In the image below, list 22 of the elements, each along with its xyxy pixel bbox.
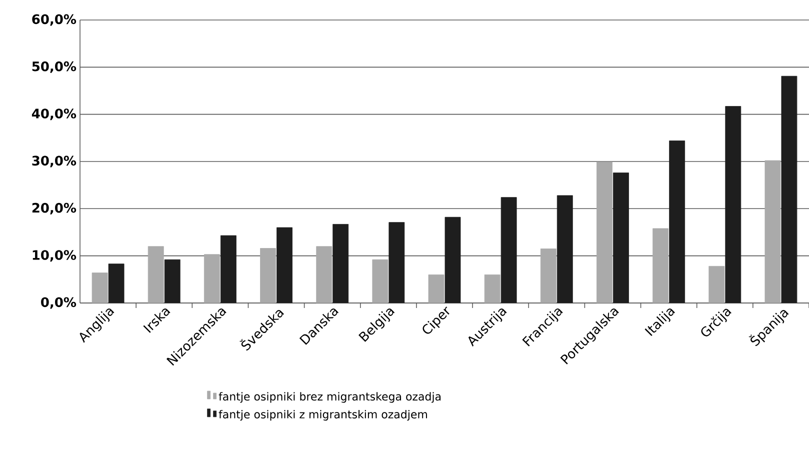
bar [484,274,500,303]
y-tick-label: 0,0% [41,297,76,309]
bar [428,274,444,303]
y-tick-label: 40,0% [32,108,76,120]
bar [92,272,108,303]
bar [652,228,669,303]
y-tick-label: 20,0% [32,202,76,214]
y-tick-label: 30,0% [32,156,76,168]
bar [204,254,220,303]
bar [540,248,556,303]
bar [708,266,725,303]
y-tick-label: 10,0% [32,250,76,262]
bar [316,246,332,303]
legend-label: fantje osipniki z migrantskim ozadjem [218,410,427,421]
bar [372,259,388,303]
y-tick-label: 50,0% [32,61,76,73]
bar [764,160,781,303]
bar [260,248,276,303]
legend-label: fantje osipniki brez migrantskega ozadja [218,392,441,403]
y-tick-label: 60,0% [32,14,76,26]
bar [148,246,164,303]
bar [596,162,612,303]
